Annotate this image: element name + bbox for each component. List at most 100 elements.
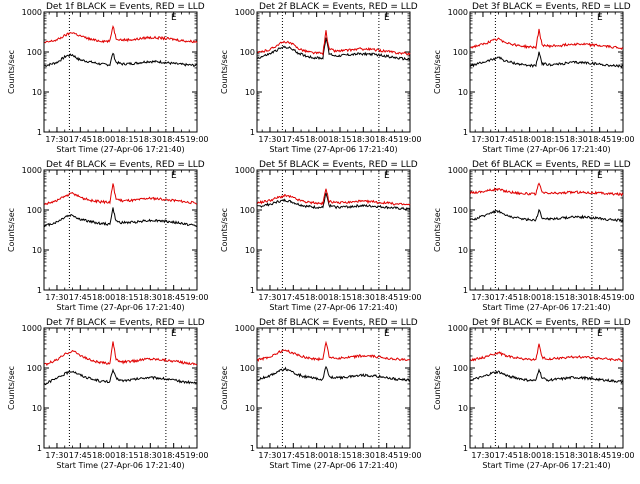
plot-frame xyxy=(43,169,198,291)
y-tick-label: 1 xyxy=(250,128,255,137)
x-tick-label: 18:15 xyxy=(541,451,564,460)
series-lld-line xyxy=(470,343,624,362)
x-tick-label: 18:00 xyxy=(518,135,541,144)
y-tick-label: 1 xyxy=(37,286,42,295)
y-tick-label: 10 xyxy=(245,246,255,255)
series-lld-line xyxy=(44,341,198,367)
x-tick-label: 18:15 xyxy=(541,135,564,144)
y-tick-label: 100 xyxy=(27,48,42,57)
y-tick-label: 1 xyxy=(250,286,255,295)
series-events-line xyxy=(44,368,197,386)
x-tick-label: 18:45 xyxy=(162,293,185,302)
x-tick-label: 17:45 xyxy=(495,135,518,144)
panel-flag-marker: E xyxy=(384,13,390,23)
y-tick-label: 100 xyxy=(240,206,255,215)
y-tick-label: 1000 xyxy=(22,8,42,17)
x-tick-label: 19:00 xyxy=(611,293,634,302)
x-tick-label: 17:30 xyxy=(471,135,494,144)
plot-frame xyxy=(469,169,624,291)
y-axis-label: Counts/sec xyxy=(220,366,229,410)
y-tick-label: 1 xyxy=(463,444,468,453)
series-events-line xyxy=(470,208,624,223)
x-tick-label: 19:00 xyxy=(185,451,208,460)
x-axis-label: Start Time (27-Apr-06 17:21:40) xyxy=(269,303,397,312)
x-tick-label: 18:45 xyxy=(375,135,398,144)
x-tick-label: 18:30 xyxy=(139,451,162,460)
x-axis-label: Start Time (27-Apr-06 17:21:40) xyxy=(482,461,610,470)
y-tick-label: 10 xyxy=(245,404,255,413)
x-tick-label: 19:00 xyxy=(398,293,421,302)
y-axis-label: Counts/sec xyxy=(433,208,442,252)
y-tick-label: 100 xyxy=(240,364,255,373)
x-tick-label: 17:30 xyxy=(258,451,281,460)
panel-flag-marker: E xyxy=(384,329,390,339)
y-tick-label: 1000 xyxy=(22,324,42,333)
x-tick-label: 18:30 xyxy=(139,135,162,144)
series-events-line xyxy=(44,52,198,68)
y-tick-label: 100 xyxy=(453,364,468,373)
x-tick-label: 19:00 xyxy=(398,451,421,460)
plot-frame xyxy=(469,11,624,133)
x-tick-label: 18:15 xyxy=(115,293,138,302)
y-tick-label: 10 xyxy=(458,88,468,97)
series-events-line xyxy=(257,365,411,382)
x-tick-label: 18:45 xyxy=(162,135,185,144)
plot-frame xyxy=(43,327,198,449)
x-tick-label: 18:45 xyxy=(375,451,398,460)
x-axis-label: Start Time (27-Apr-06 17:21:40) xyxy=(56,461,184,470)
y-axis-label: Counts/sec xyxy=(433,366,442,410)
x-tick-label: 17:30 xyxy=(258,293,281,302)
panel-flag-marker: E xyxy=(597,171,603,181)
y-tick-label: 1000 xyxy=(448,324,468,333)
x-tick-label: 18:00 xyxy=(92,451,115,460)
series-lld-line xyxy=(470,182,624,197)
plot-frame xyxy=(256,169,411,291)
x-tick-label: 17:45 xyxy=(69,451,92,460)
x-tick-label: 19:00 xyxy=(185,135,208,144)
y-axis-label: Counts/sec xyxy=(7,366,16,410)
x-tick-label: 17:30 xyxy=(45,451,68,460)
x-axis-label: Start Time (27-Apr-06 17:21:40) xyxy=(56,145,184,154)
y-tick-label: 100 xyxy=(453,48,468,57)
panel-flag-marker: E xyxy=(171,329,177,339)
panel-title: Det 7f BLACK = Events, RED = LLD xyxy=(46,318,205,328)
x-tick-label: 18:45 xyxy=(375,293,398,302)
series-events-line xyxy=(470,51,624,68)
y-tick-label: 1 xyxy=(463,286,468,295)
series-lld-line xyxy=(470,28,624,50)
y-tick-label: 10 xyxy=(32,246,42,255)
x-tick-label: 19:00 xyxy=(611,135,634,144)
x-tick-label: 19:00 xyxy=(611,451,634,460)
x-tick-label: 18:30 xyxy=(352,451,375,460)
series-events-line xyxy=(257,37,411,61)
y-tick-label: 10 xyxy=(32,404,42,413)
x-axis-label: Start Time (27-Apr-06 17:21:40) xyxy=(269,145,397,154)
series-lld-line xyxy=(44,25,198,44)
panel-title: Det 4f BLACK = Events, RED = LLD xyxy=(46,160,205,170)
panel-title: Det 3f BLACK = Events, RED = LLD xyxy=(472,2,631,12)
x-tick-label: 18:00 xyxy=(92,293,115,302)
y-tick-label: 1 xyxy=(37,128,42,137)
x-tick-label: 18:00 xyxy=(518,451,541,460)
x-tick-label: 18:15 xyxy=(328,293,351,302)
panel-title: Det 1f BLACK = Events, RED = LLD xyxy=(46,2,205,12)
x-tick-label: 18:30 xyxy=(139,293,162,302)
y-tick-label: 1 xyxy=(463,128,468,137)
y-tick-label: 100 xyxy=(27,206,42,215)
y-tick-label: 10 xyxy=(245,88,255,97)
series-events-line xyxy=(44,207,198,228)
series-events-line xyxy=(257,192,411,211)
panel-flag-marker: E xyxy=(171,171,177,181)
panel-title: Det 9f BLACK = Events, RED = LLD xyxy=(472,318,631,328)
series-lld-line xyxy=(44,183,198,206)
x-tick-label: 17:45 xyxy=(282,451,305,460)
x-tick-label: 18:45 xyxy=(588,293,611,302)
y-tick-label: 1 xyxy=(37,444,42,453)
x-tick-label: 18:30 xyxy=(352,135,375,144)
